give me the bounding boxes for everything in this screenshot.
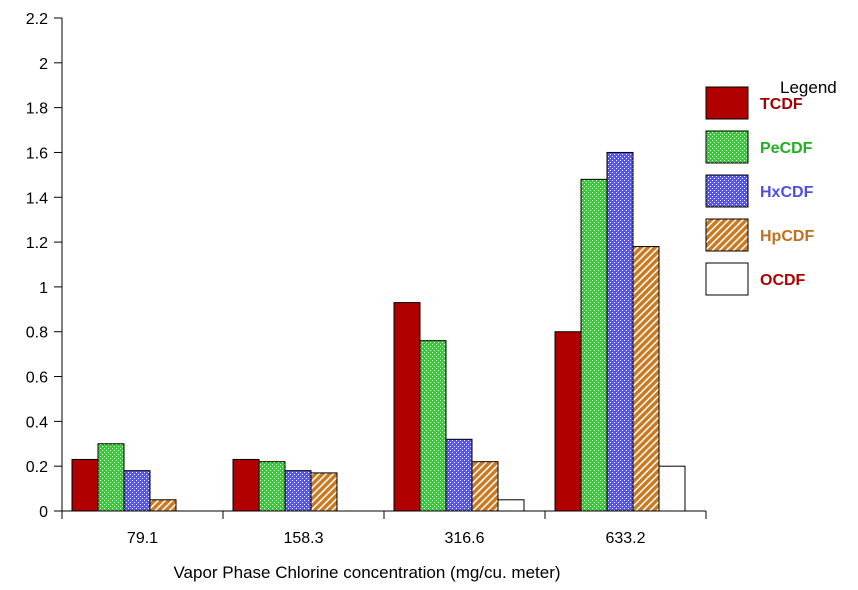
x-tick-label: 316.6 xyxy=(444,530,484,547)
x-tick-label: 79.1 xyxy=(127,530,158,547)
y-tick-label: 1 xyxy=(39,280,48,297)
legend-swatch-hxcdf xyxy=(706,175,748,207)
bar-ocdf-633.2 xyxy=(659,466,685,511)
bar-tcdf-79.1 xyxy=(72,459,98,511)
bar-hpcdf-316.6 xyxy=(472,462,498,511)
bar-hpcdf-633.2 xyxy=(633,247,659,511)
bar-hpcdf-158.3 xyxy=(311,473,337,511)
legend-swatch-hpcdf xyxy=(706,219,748,251)
legend-swatch-pecdf xyxy=(706,131,748,163)
bar-pecdf-633.2 xyxy=(581,179,607,511)
bar-pecdf-158.3 xyxy=(259,462,285,511)
y-tick-label: 1.6 xyxy=(26,145,48,162)
bar-ocdf-316.6 xyxy=(498,500,524,511)
bar-hxcdf-79.1 xyxy=(124,471,150,511)
bar-hxcdf-316.6 xyxy=(446,439,472,511)
bar-tcdf-158.3 xyxy=(233,459,259,511)
bar-tcdf-633.2 xyxy=(555,332,581,511)
y-tick-label: 2 xyxy=(39,56,48,73)
y-tick-label: 0 xyxy=(39,504,48,521)
y-tick-label: 1.8 xyxy=(26,101,48,118)
y-tick-label: 2.2 xyxy=(26,11,48,28)
y-tick-label: 0.2 xyxy=(26,459,48,476)
x-tick-label: 633.2 xyxy=(605,530,645,547)
bar-hxcdf-158.3 xyxy=(285,471,311,511)
x-axis-title: Vapor Phase Chlorine concentration (mg/c… xyxy=(173,563,560,582)
legend-label-pecdf: PeCDF xyxy=(760,140,813,157)
x-tick-label: 158.3 xyxy=(283,530,323,547)
legend-label-tcdf: TCDF xyxy=(760,96,803,113)
y-tick-label: 0.4 xyxy=(26,414,48,431)
legend-swatch-tcdf xyxy=(706,87,748,119)
legend-label-hpcdf: HpCDF xyxy=(760,228,814,245)
y-tick-label: 1.2 xyxy=(26,235,48,252)
legend-label-hxcdf: HxCDF xyxy=(760,184,814,201)
y-tick-label: 0.8 xyxy=(26,325,48,342)
y-tick-label: 1.4 xyxy=(26,190,48,207)
bar-hpcdf-79.1 xyxy=(150,500,176,511)
plot-area xyxy=(72,152,685,511)
bar-hxcdf-633.2 xyxy=(607,152,633,511)
bar-pecdf-79.1 xyxy=(98,444,124,511)
legend-title: Legend xyxy=(780,78,837,97)
bar-tcdf-316.6 xyxy=(394,303,420,511)
legend-swatch-ocdf xyxy=(706,263,748,295)
bar-pecdf-316.6 xyxy=(420,341,446,511)
legend-label-ocdf: OCDF xyxy=(760,272,806,289)
y-tick-label: 0.6 xyxy=(26,370,48,387)
